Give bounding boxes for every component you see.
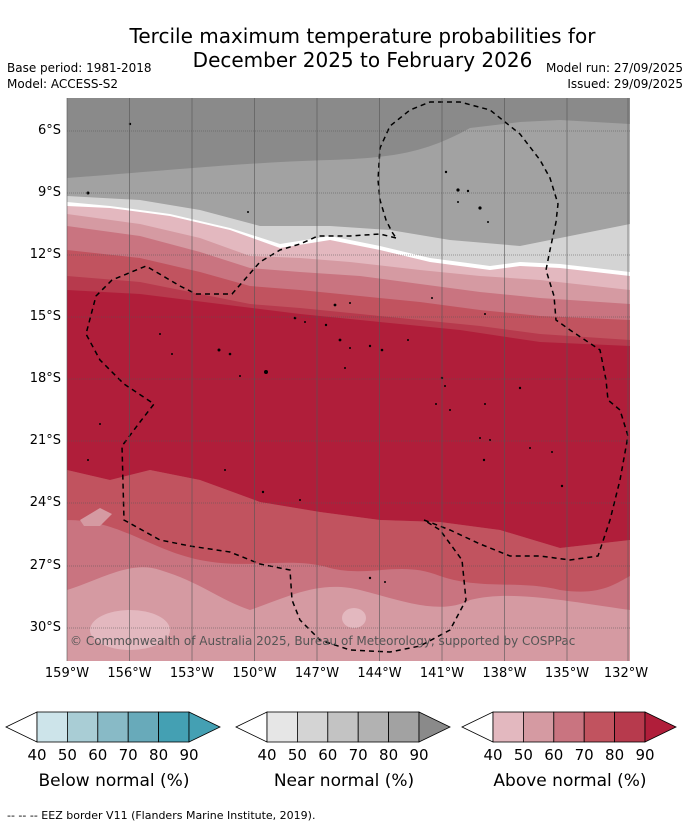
lat-label: 15°S — [29, 309, 61, 324]
meta-right: Model run: 27/09/2025 Issued: 29/09/2025 — [546, 60, 683, 92]
tick-label: 80 — [605, 746, 625, 764]
lon-label: 132°W — [603, 666, 649, 681]
lon-label: 141°W — [419, 666, 465, 681]
near-normal-title: Near normal (%) — [273, 771, 415, 791]
colorbar-swatch — [127, 711, 159, 743]
tick-label: 60 — [544, 746, 564, 764]
patch-3 — [90, 610, 170, 650]
colorbar-swatch — [553, 711, 585, 743]
tick-label: 50 — [287, 746, 307, 764]
lat-label: 30°S — [29, 620, 61, 635]
tick-label: 90 — [409, 746, 429, 764]
colorbar-swatch — [97, 711, 129, 743]
lat-label: 24°S — [29, 495, 61, 510]
base-period: Base period: 1981-2018 — [7, 61, 152, 75]
title-line-2: December 2025 to February 2026 — [192, 48, 533, 72]
meta-left: Base period: 1981-2018 Model: ACCESS-S2 — [7, 60, 152, 92]
colorbar-swatch — [67, 711, 99, 743]
patch-2 — [342, 608, 366, 628]
lon-label: 150°W — [232, 666, 277, 681]
lon-label: 159°W — [44, 666, 90, 681]
tick-label: 50 — [57, 746, 77, 764]
eez-footnote: -- -- -- EEZ border V11 (Flanders Marine… — [7, 809, 316, 822]
patch-1 — [80, 508, 112, 526]
colorbar-max-arrow — [644, 711, 677, 743]
lon-label: 156°W — [107, 666, 152, 681]
tick-label: 40 — [257, 746, 277, 764]
title-line-1: Tercile maximum temperature probabilitie… — [129, 24, 596, 48]
lon-label: 135°W — [544, 666, 590, 681]
tick-label: 40 — [483, 746, 503, 764]
model-name: Model: ACCESS-S2 — [7, 77, 119, 91]
lon-gridlines — [66, 98, 629, 661]
below-normal-colorbar — [5, 711, 221, 743]
lon-label: 144°W — [357, 666, 402, 681]
near-normal-colorbar — [235, 711, 451, 743]
above-normal-title: Above normal (%) — [493, 771, 647, 791]
issued-date: Issued: 29/09/2025 — [567, 77, 683, 91]
map-title: Tercile maximum temperature probabilitie… — [0, 24, 690, 72]
tick-label: 90 — [635, 746, 655, 764]
above-90-core — [67, 290, 630, 548]
colorbar-swatch — [327, 711, 359, 743]
lon-label: 153°W — [169, 666, 215, 681]
colorbar-swatch — [492, 711, 524, 743]
probability-map — [66, 98, 630, 661]
tick-label: 70 — [118, 746, 138, 764]
colorbar-swatch — [266, 711, 298, 743]
lon-label: 138°W — [482, 666, 527, 681]
colorbar-swatch — [583, 711, 615, 743]
colorbar-max-arrow — [418, 711, 451, 743]
lat-label: 9°S — [37, 185, 61, 200]
tick-label: 40 — [27, 746, 47, 764]
colorbar-swatch — [357, 711, 389, 743]
lat-label: 21°S — [29, 433, 61, 448]
tick-label: 80 — [149, 746, 169, 764]
colorbar-swatch — [523, 711, 555, 743]
tick-label: 50 — [513, 746, 533, 764]
lat-label: 6°S — [37, 123, 61, 138]
tick-label: 60 — [318, 746, 338, 764]
colorbar-swatch — [388, 711, 420, 743]
lat-label: 18°S — [29, 371, 61, 386]
lat-label: 12°S — [29, 247, 61, 262]
tick-label: 90 — [179, 746, 199, 764]
tick-label: 70 — [348, 746, 368, 764]
below-normal-title: Below normal (%) — [38, 771, 190, 791]
colorbar-max-arrow — [188, 711, 221, 743]
colorbar-swatch — [36, 711, 68, 743]
tick-label: 80 — [379, 746, 399, 764]
copyright-notice: © Commonwealth of Australia 2025, Bureau… — [70, 634, 576, 648]
lon-label: 147°W — [294, 666, 340, 681]
eez-borders — [85, 101, 629, 653]
colorbar-swatch — [614, 711, 646, 743]
lat-label: 27°S — [29, 558, 61, 573]
colorbar-swatch — [158, 711, 190, 743]
above-normal-colorbar — [461, 711, 677, 743]
colorbar-swatch — [297, 711, 329, 743]
model-run: Model run: 27/09/2025 — [545, 61, 683, 75]
tick-label: 70 — [574, 746, 594, 764]
tick-label: 60 — [88, 746, 108, 764]
